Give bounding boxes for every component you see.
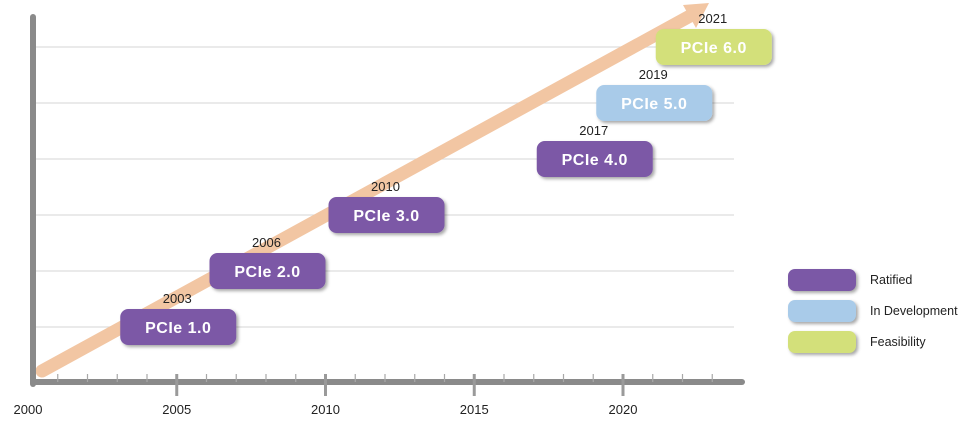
axes: 2000 2005 2010 2015 2020 <box>14 14 745 417</box>
version-year-label: 2019 <box>639 67 668 82</box>
legend-label: In Development <box>870 304 958 318</box>
version-box: PCIe 6.0 2021 <box>655 11 772 65</box>
version-box-bg <box>536 141 653 177</box>
version-box: PCIe 3.0 2010 <box>328 179 445 233</box>
legend-swatch-in-development <box>788 300 856 322</box>
version-label: PCIe 1.0 <box>145 320 211 337</box>
version-year-label: 2021 <box>698 11 727 26</box>
version-label: PCIe 5.0 <box>621 96 687 113</box>
version-year-label: 2003 <box>163 291 192 306</box>
legend-item-feasibility: Feasibility <box>788 330 964 354</box>
version-label: PCIe 3.0 <box>353 208 419 225</box>
version-box-bg <box>120 309 237 345</box>
legend-swatch-ratified <box>788 269 856 291</box>
version-box-bg <box>596 85 713 121</box>
version-box-bg <box>328 197 445 233</box>
version-year-label: 2010 <box>371 179 400 194</box>
legend-item-in-development: In Development <box>788 299 964 323</box>
version-box-bg <box>209 253 326 289</box>
version-box: PCIe 4.0 2017 <box>536 123 653 177</box>
legend-swatch-feasibility <box>788 331 856 353</box>
version-label: PCIe 6.0 <box>681 40 747 57</box>
version-label: PCIe 4.0 <box>562 152 628 169</box>
version-box: PCIe 1.0 2003 <box>120 291 237 345</box>
legend-label: Ratified <box>870 273 913 287</box>
version-label: PCIe 2.0 <box>234 264 300 281</box>
x-tick-label: 2000 <box>14 402 43 417</box>
version-box: PCIe 5.0 2019 <box>596 67 713 121</box>
x-tick-label: 2020 <box>609 402 638 417</box>
legend-item-ratified: Ratified <box>788 268 964 292</box>
version-box: PCIe 2.0 2006 <box>209 235 326 289</box>
legend: Ratified In Development Feasibility <box>788 268 964 361</box>
x-tick-label: 2010 <box>311 402 340 417</box>
legend-label: Feasibility <box>870 335 926 349</box>
trend-arrow-head <box>683 3 709 28</box>
x-tick-label: 2005 <box>162 402 191 417</box>
version-box-bg <box>655 29 772 65</box>
version-year-label: 2017 <box>579 123 608 138</box>
version-year-label: 2006 <box>252 235 281 250</box>
x-tick-label: 2015 <box>460 402 489 417</box>
